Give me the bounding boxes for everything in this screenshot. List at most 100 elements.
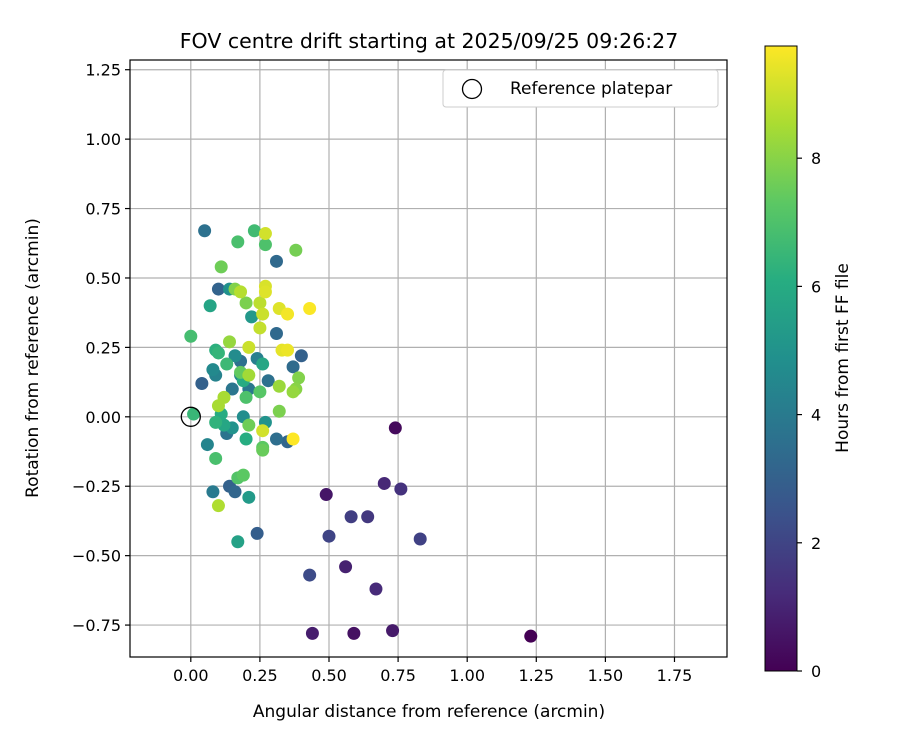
- data-point: [247, 224, 261, 238]
- data-point: [256, 443, 270, 457]
- data-point: [211, 399, 225, 413]
- data-point: [209, 415, 223, 429]
- data-point: [269, 254, 283, 268]
- data-point: [269, 327, 283, 341]
- y-tick-label: 0.00: [85, 408, 121, 427]
- data-point: [253, 385, 267, 399]
- data-point: [231, 535, 245, 549]
- data-point: [524, 629, 538, 643]
- y-tick-label: −0.25: [72, 477, 121, 496]
- data-point: [242, 418, 256, 432]
- data-point: [286, 432, 300, 446]
- data-point: [272, 404, 286, 418]
- colorbar-tick-label: 6: [811, 277, 821, 296]
- data-point: [347, 626, 361, 640]
- colorbar-tick-label: 8: [811, 149, 821, 168]
- x-tick-label: 0.75: [380, 666, 416, 685]
- data-point: [256, 307, 270, 321]
- data-point: [361, 510, 375, 524]
- y-tick-label: −0.50: [72, 547, 121, 566]
- colorbar-tick-label: 0: [811, 662, 821, 681]
- data-point: [272, 379, 286, 393]
- x-tick-label: 1.75: [657, 666, 693, 685]
- data-point: [256, 424, 270, 438]
- data-point: [214, 260, 228, 274]
- data-point: [294, 349, 308, 363]
- data-point: [258, 238, 272, 252]
- data-point: [236, 468, 250, 482]
- data-point: [239, 390, 253, 404]
- colorbar-gradient: [764, 45, 798, 672]
- data-point: [281, 307, 295, 321]
- x-axis-label: Angular distance from reference (arcmin): [253, 702, 605, 722]
- legend-marker: [461, 78, 483, 100]
- data-point: [228, 349, 242, 363]
- data-point: [261, 374, 275, 388]
- data-point: [184, 329, 198, 343]
- data-point: [206, 363, 220, 377]
- y-axis-label: Rotation from reference (arcmin): [23, 218, 43, 498]
- y-axis: −0.75 −0.50 −0.25 0.00 0.25 0.50 0.75 1.00 1.25: [72, 61, 130, 635]
- legend-entry-label: Reference platepar: [510, 79, 672, 99]
- data-point: [281, 343, 295, 357]
- data-point: [292, 371, 306, 385]
- x-tick-label: 0.25: [242, 666, 278, 685]
- data-point: [228, 485, 242, 499]
- data-point: [206, 485, 220, 499]
- data-point: [286, 360, 300, 374]
- data-point: [242, 368, 256, 382]
- data-point: [394, 482, 408, 496]
- data-point: [239, 296, 253, 310]
- colorbar-ticks: 0 2 4 6 8: [797, 149, 821, 681]
- data-point: [289, 243, 303, 257]
- data-point: [258, 227, 272, 241]
- data-point: [211, 346, 225, 360]
- chart-title: FOV centre drift starting at 2025/09/25 …: [180, 29, 679, 53]
- data-point: [303, 568, 317, 582]
- y-tick-label: 0.50: [85, 269, 121, 288]
- data-point: [377, 476, 391, 490]
- data-point: [388, 421, 402, 435]
- y-tick-label: 1.00: [85, 130, 121, 149]
- colorbar-label: Hours from first FF file: [833, 263, 853, 453]
- data-point: [344, 510, 358, 524]
- data-point: [242, 490, 256, 504]
- data-point: [242, 340, 256, 354]
- data-point: [339, 560, 353, 574]
- data-points: [184, 224, 538, 643]
- data-point: [386, 624, 400, 638]
- x-tick-label: 1.50: [588, 666, 624, 685]
- data-point: [198, 224, 212, 238]
- reference-marker: [180, 406, 201, 427]
- data-point: [319, 488, 333, 502]
- data-point: [223, 335, 236, 349]
- y-tick-label: 0.75: [85, 200, 121, 219]
- data-point: [220, 357, 234, 371]
- legend-box: [442, 69, 719, 108]
- data-point: [234, 285, 248, 299]
- data-point: [369, 582, 383, 596]
- colorbar: 0 2 4 6 8 Hours from first FF file: [764, 45, 853, 681]
- data-point: [245, 310, 259, 324]
- data-point: [225, 382, 239, 396]
- data-point: [250, 526, 264, 540]
- legend: Reference platepar: [442, 69, 719, 108]
- data-point: [305, 626, 319, 640]
- data-point: [231, 235, 245, 249]
- x-tick-label: 1.25: [518, 666, 554, 685]
- data-point: [211, 282, 225, 296]
- data-point: [286, 385, 300, 399]
- data-point: [413, 532, 427, 546]
- data-point: [258, 285, 272, 299]
- colorbar-tick-label: 4: [811, 406, 821, 425]
- data-point: [187, 407, 201, 421]
- x-tick-label: 0.50: [311, 666, 347, 685]
- data-point: [195, 376, 209, 390]
- x-tick-label: 1.00: [449, 666, 485, 685]
- plot-frame: [129, 59, 728, 658]
- data-point: [303, 302, 317, 316]
- data-point: [253, 321, 267, 335]
- data-point: [256, 357, 270, 371]
